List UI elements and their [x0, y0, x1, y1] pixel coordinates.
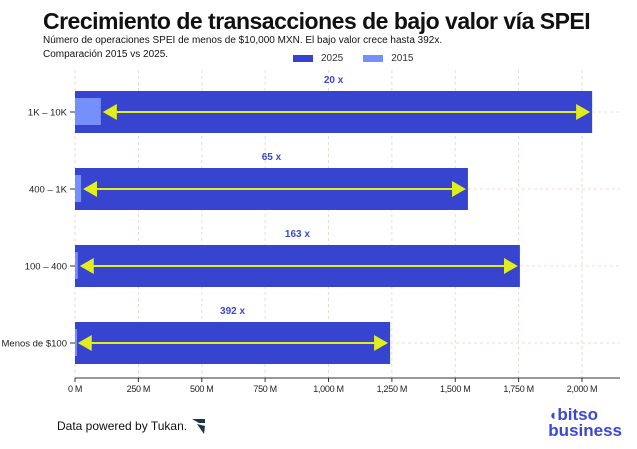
growth-label: 163 x [285, 229, 310, 240]
bar-2015 [75, 175, 82, 202]
y-tick-label: 100 – 400 [25, 262, 67, 273]
x-tick-label: 2,000 M [567, 384, 597, 394]
growth-label: 20 x [324, 75, 344, 86]
legend: 2025 2015 [293, 53, 414, 64]
chart-subtitle: Número de operaciones SPEI de menos de $… [43, 35, 443, 46]
x-tick-label: 1,750 M [503, 384, 533, 394]
x-tick-label: 500 M [190, 384, 214, 394]
bar-2015 [75, 98, 101, 125]
chart-title: Crecimiento de transacciones de bajo val… [43, 8, 591, 34]
tukan-logo-icon [192, 419, 206, 434]
legend-item-2025: 2025 [293, 53, 343, 64]
bar-2015 [75, 329, 77, 356]
growth-label: 65 x [262, 152, 282, 163]
x-tick-label: 1,250 M [377, 384, 407, 394]
legend-item-2015: 2015 [363, 53, 414, 64]
x-tick-label: 1,000 M [313, 384, 343, 394]
chart-subtitle-2: Comparación 2015 vs 2025. [43, 49, 169, 60]
y-tick-label: 400 – 1K [29, 185, 68, 196]
bitso-business-logo: ◖bitso business [548, 405, 622, 440]
x-tick-label: 1,500 M [440, 384, 470, 394]
x-tick-label: 750 M [253, 384, 277, 394]
bar-2015 [75, 252, 78, 279]
y-tick-label: Menos de $100 [2, 339, 68, 350]
x-tick-label: 0 M [68, 384, 82, 394]
footer-credit: Data powered by Tukan. [57, 417, 207, 435]
x-tick-label: 250 M [127, 384, 151, 394]
credit-text: Data powered by Tukan. [57, 419, 188, 433]
growth-label: 392 x [220, 306, 245, 317]
y-tick-label: 1K – 10K [28, 108, 68, 119]
